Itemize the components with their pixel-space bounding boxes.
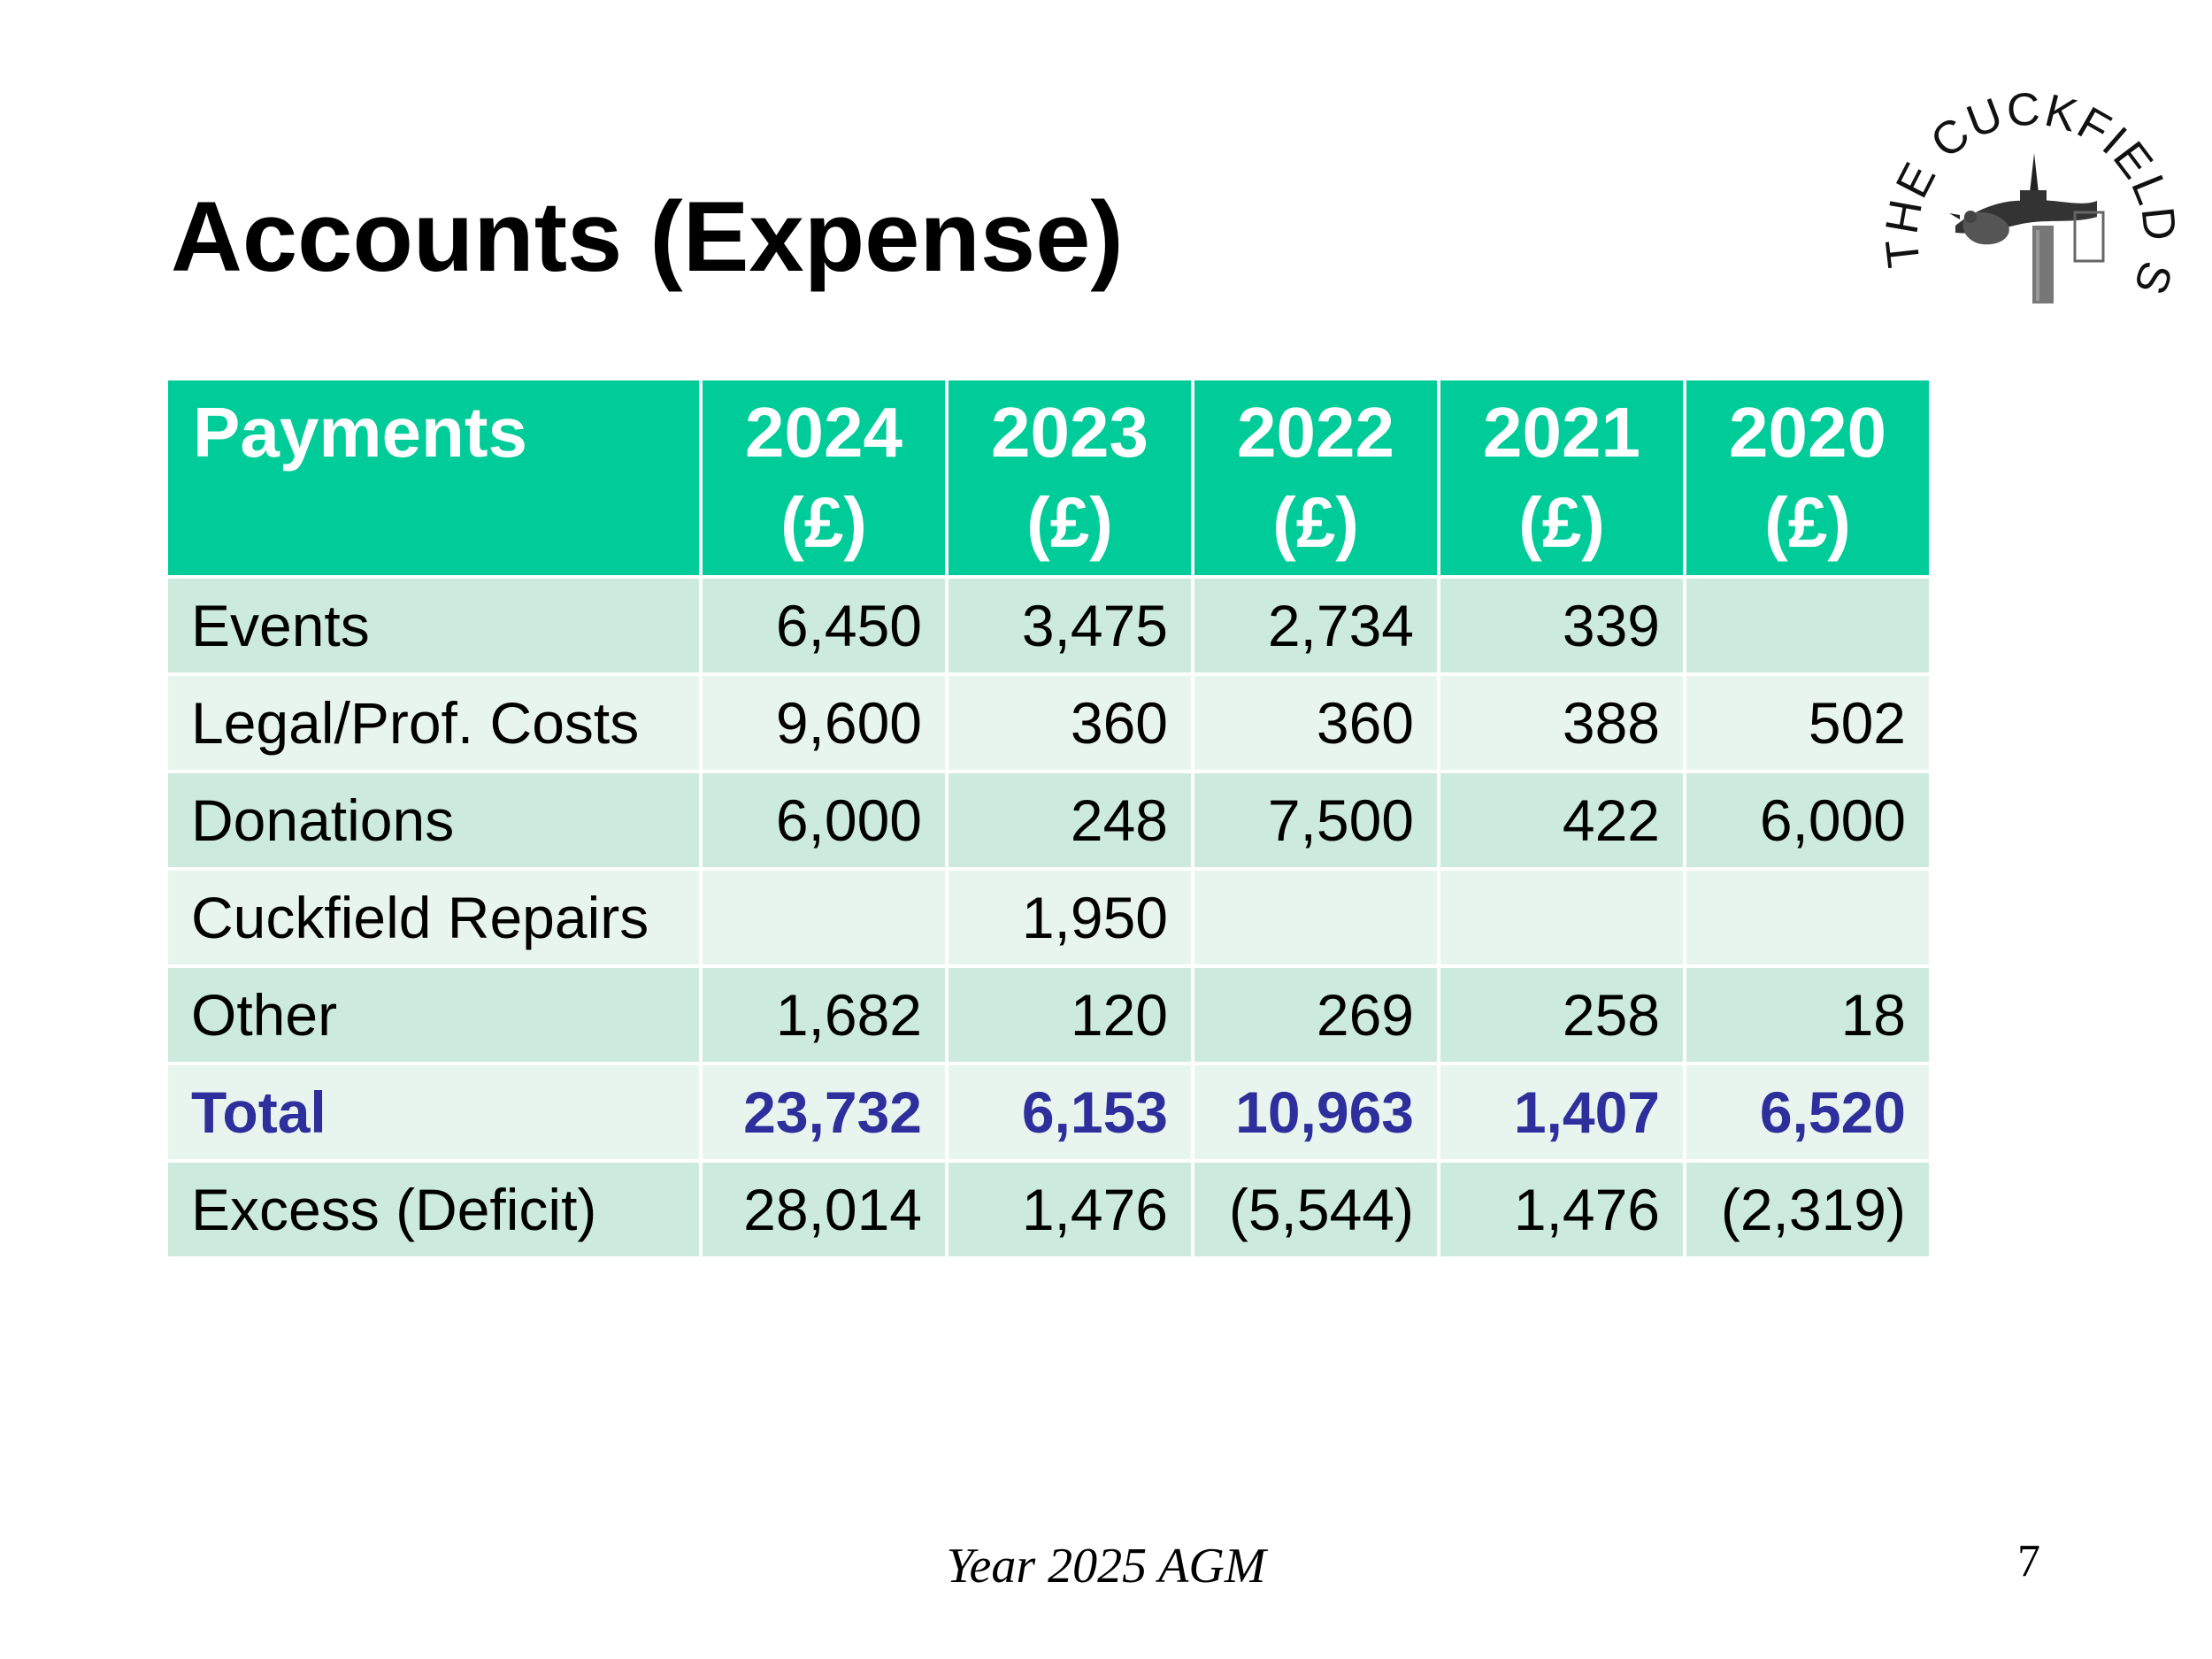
cell-2024: 6,000 <box>703 773 945 867</box>
header-unit: (£) <box>780 483 867 562</box>
cell-2020: 6,520 <box>1686 1065 1929 1159</box>
table-row-events: Events 6,450 3,475 2,734 339 <box>168 579 1929 672</box>
cell-2024: 1,682 <box>703 968 945 1062</box>
cell-2022: 269 <box>1194 968 1437 1062</box>
cell-2023: 3,475 <box>949 579 1191 672</box>
page-number: 7 <box>2017 1536 2040 1586</box>
cell-2024: 28,014 <box>703 1163 945 1256</box>
cell-2020 <box>1686 871 1929 964</box>
cell-2023: 6,153 <box>949 1065 1191 1159</box>
row-label: Excess (Deficit) <box>168 1163 699 1256</box>
table-row-total: Total 23,732 6,153 10,963 1,407 6,520 <box>168 1065 1929 1159</box>
cell-2020: 18 <box>1686 968 1929 1062</box>
cell-2022: 2,734 <box>1194 579 1437 672</box>
row-label: Cuckfield Repairs <box>168 871 699 964</box>
header-year: 2021 <box>1483 393 1640 472</box>
cell-2020 <box>1686 579 1929 672</box>
table-row-donations: Donations 6,000 248 7,500 422 6,000 <box>168 773 1929 867</box>
header-unit: (£) <box>1518 483 1605 562</box>
header-unit: (£) <box>1764 483 1851 562</box>
table-row-other: Other 1,682 120 269 258 18 <box>168 968 1929 1062</box>
header-unit: (£) <box>1272 483 1359 562</box>
cell-2020: (2,319) <box>1686 1163 1929 1256</box>
cell-2021: 1,476 <box>1440 1163 1683 1256</box>
slide-footer: Year 2025 AGM <box>946 1539 1266 1594</box>
table-row-legal-prof-costs: Legal/Prof. Costs 9,600 360 360 388 502 <box>168 676 1929 770</box>
header-year-2023: 2023 (£) <box>949 380 1191 575</box>
cell-2022: 360 <box>1194 676 1437 770</box>
cell-2021: 339 <box>1440 579 1683 672</box>
cell-2021: 258 <box>1440 968 1683 1062</box>
slide-title: Accounts (Expense) <box>171 181 1124 292</box>
cell-2021 <box>1440 871 1683 964</box>
row-label: Other <box>168 968 699 1062</box>
header-unit: (£) <box>1026 483 1113 562</box>
header-year-2020: 2020 (£) <box>1686 380 1929 575</box>
cell-2024 <box>703 871 945 964</box>
header-year: 2024 <box>745 393 902 472</box>
header-year-2021: 2021 (£) <box>1440 380 1683 575</box>
header-year-2022: 2022 (£) <box>1194 380 1437 575</box>
bird-on-post-with-church-spire-icon <box>1949 153 2105 303</box>
cell-2024: 23,732 <box>703 1065 945 1159</box>
cell-2021: 422 <box>1440 773 1683 867</box>
expense-table: Payments 2024 (£) 2023 (£) 2022 (£) 2021 (£)… <box>165 377 1932 1260</box>
cell-2024: 9,600 <box>703 676 945 770</box>
header-payments: Payments <box>168 380 699 575</box>
cell-2022: (5,544) <box>1194 1163 1437 1256</box>
cell-2022 <box>1194 871 1437 964</box>
cell-2020: 6,000 <box>1686 773 1929 867</box>
cell-2021: 1,407 <box>1440 1065 1683 1159</box>
cell-2022: 10,963 <box>1194 1065 1437 1159</box>
table-header-row: Payments 2024 (£) 2023 (£) 2022 (£) 2021 (£)… <box>168 380 1929 575</box>
table-row-cuckfield-repairs: Cuckfield Repairs 1,950 <box>168 871 1929 964</box>
cuckfield-society-logo: THE CUCKFIELD SOCIETY <box>1871 84 2184 303</box>
cell-2023: 248 <box>949 773 1191 867</box>
row-label: Donations <box>168 773 699 867</box>
cell-2023: 1,476 <box>949 1163 1191 1256</box>
header-year: 2023 <box>991 393 1148 472</box>
cell-2020: 502 <box>1686 676 1929 770</box>
row-label: Events <box>168 579 699 672</box>
header-year: 2022 <box>1237 393 1394 472</box>
row-label: Legal/Prof. Costs <box>168 676 699 770</box>
cell-2023: 360 <box>949 676 1191 770</box>
header-year: 2020 <box>1729 393 1886 472</box>
header-year-2024: 2024 (£) <box>703 380 945 575</box>
cell-2024: 6,450 <box>703 579 945 672</box>
cell-2023: 1,950 <box>949 871 1191 964</box>
cell-2021: 388 <box>1440 676 1683 770</box>
cell-2022: 7,500 <box>1194 773 1437 867</box>
table-row-excess-deficit: Excess (Deficit) 28,014 1,476 (5,544) 1,… <box>168 1163 1929 1256</box>
cell-2023: 120 <box>949 968 1191 1062</box>
row-label: Total <box>168 1065 699 1159</box>
